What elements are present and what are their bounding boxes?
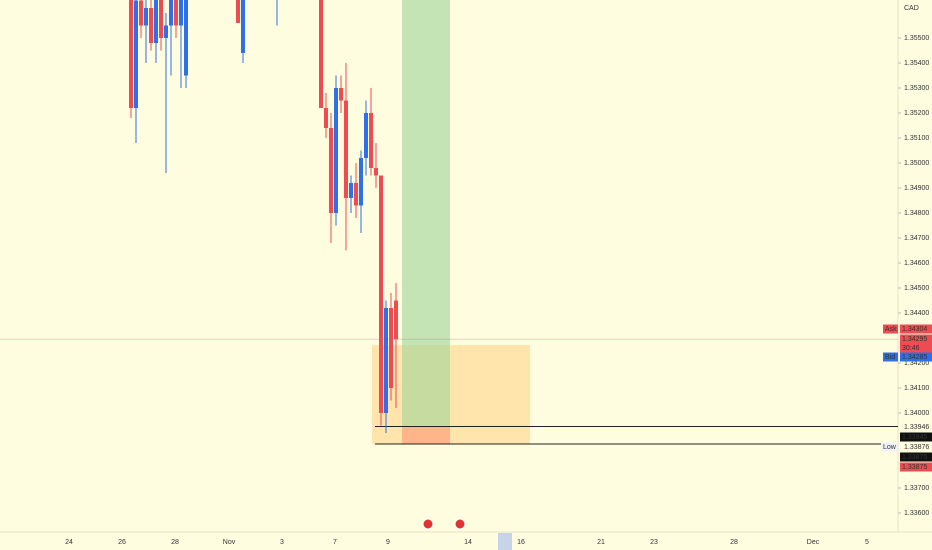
candle-body [184, 0, 188, 76]
event-icon[interactable] [422, 518, 434, 530]
x-tick-label: 23 [650, 539, 658, 546]
candle-body [134, 0, 138, 108]
x-tick-label: Nov [223, 539, 236, 546]
candle-body [384, 308, 388, 413]
y-tick-label: 1.35500 [904, 35, 929, 42]
candle-body [319, 0, 323, 108]
candle-body [344, 100, 348, 198]
y-tick-label: 1.33600 [904, 510, 929, 517]
low-red-badge: 1.33875 [902, 464, 927, 471]
candle-body [159, 0, 163, 38]
countdown-bg [900, 343, 932, 353]
candle-body [339, 88, 343, 101]
x-tick-label: 5 [865, 539, 869, 546]
low-label-bg [881, 442, 898, 452]
x-tick-label: 9 [386, 539, 390, 546]
date-highlight [498, 533, 512, 550]
candle-body [144, 8, 148, 26]
ask-label-bg [883, 324, 898, 334]
x-tick-label: 28 [730, 539, 738, 546]
stop-zone [402, 426, 450, 444]
x-tick-label: 14 [464, 539, 472, 546]
last-price-bg [900, 334, 932, 344]
candle-body [154, 0, 158, 43]
candle-body [394, 300, 398, 340]
x-tick-label: 26 [118, 539, 126, 546]
candle-body [374, 168, 378, 176]
y-tick-label: 1.35200 [904, 110, 929, 117]
candle-body [379, 175, 383, 413]
bid-label: Bid [885, 354, 895, 361]
countdown: 30:46 [902, 345, 920, 352]
y-tick-label: 1.34600 [904, 260, 929, 267]
zone [372, 345, 530, 444]
candle-body [349, 183, 353, 198]
last-price: 1.34295 [902, 336, 927, 343]
candle-body [149, 8, 153, 43]
event-icon[interactable] [454, 518, 466, 530]
candle-body [389, 308, 393, 388]
y-tick-label: 1.34000 [904, 410, 929, 417]
ask-price: 1.34304 [902, 326, 927, 333]
low-badge: 1.33875 [902, 454, 927, 461]
y-tick-label: 1.34800 [904, 210, 929, 217]
ask-label: Ask [885, 326, 897, 333]
candle-body [139, 0, 143, 26]
entry-badge-bg [900, 432, 932, 442]
stop-price: 1.33876 [904, 444, 929, 451]
y-tick-label: 1.35300 [904, 85, 929, 92]
y-tick-label: 1.34700 [904, 235, 929, 242]
x-tick-label: 21 [597, 539, 605, 546]
candle-body [236, 0, 240, 23]
candle-body [169, 0, 173, 26]
candle-body [364, 113, 368, 158]
x-tick-label: Dec [807, 539, 820, 546]
candle-body [324, 108, 328, 128]
candle-body [369, 113, 373, 168]
y-tick-label: 1.33700 [904, 485, 929, 492]
y-tick-label: 1.34900 [904, 185, 929, 192]
entry-price: 1.33946 [904, 424, 929, 431]
low-label: Low [883, 444, 897, 451]
candle-body [329, 128, 333, 213]
candle-body [241, 0, 245, 53]
low-badge-bg [900, 452, 932, 462]
candle-body [179, 0, 183, 26]
candle-body [334, 88, 338, 213]
low-red-badge-bg [900, 462, 932, 472]
y-tick-label: 1.34200 [904, 360, 929, 367]
candle-body [164, 25, 168, 38]
candle-body [359, 158, 363, 206]
target-zone [402, 0, 450, 427]
x-tick-label: 7 [333, 539, 337, 546]
candle-body [129, 0, 133, 108]
candle-body [174, 0, 178, 26]
bid-price: 1.34285 [902, 354, 927, 361]
candle-body [354, 183, 358, 206]
bid-price-bg [900, 352, 932, 362]
y-tick-label: 1.35000 [904, 160, 929, 167]
y-tick-label: 1.34400 [904, 310, 929, 317]
y-tick-label: 1.35100 [904, 135, 929, 142]
x-tick-label: 3 [280, 539, 284, 546]
x-tick-label: 28 [171, 539, 179, 546]
y-tick-label: 1.35400 [904, 60, 929, 67]
x-tick-label: 24 [65, 539, 73, 546]
x-tick-label: 16 [517, 539, 525, 546]
y-tick-label: 1.34100 [904, 385, 929, 392]
bid-label-bg [883, 352, 898, 362]
ask-price-bg [900, 324, 932, 334]
y-tick-label: 1.34500 [904, 285, 929, 292]
currency: CAD [904, 5, 919, 12]
entry-badge: 1.33945 [902, 434, 927, 441]
